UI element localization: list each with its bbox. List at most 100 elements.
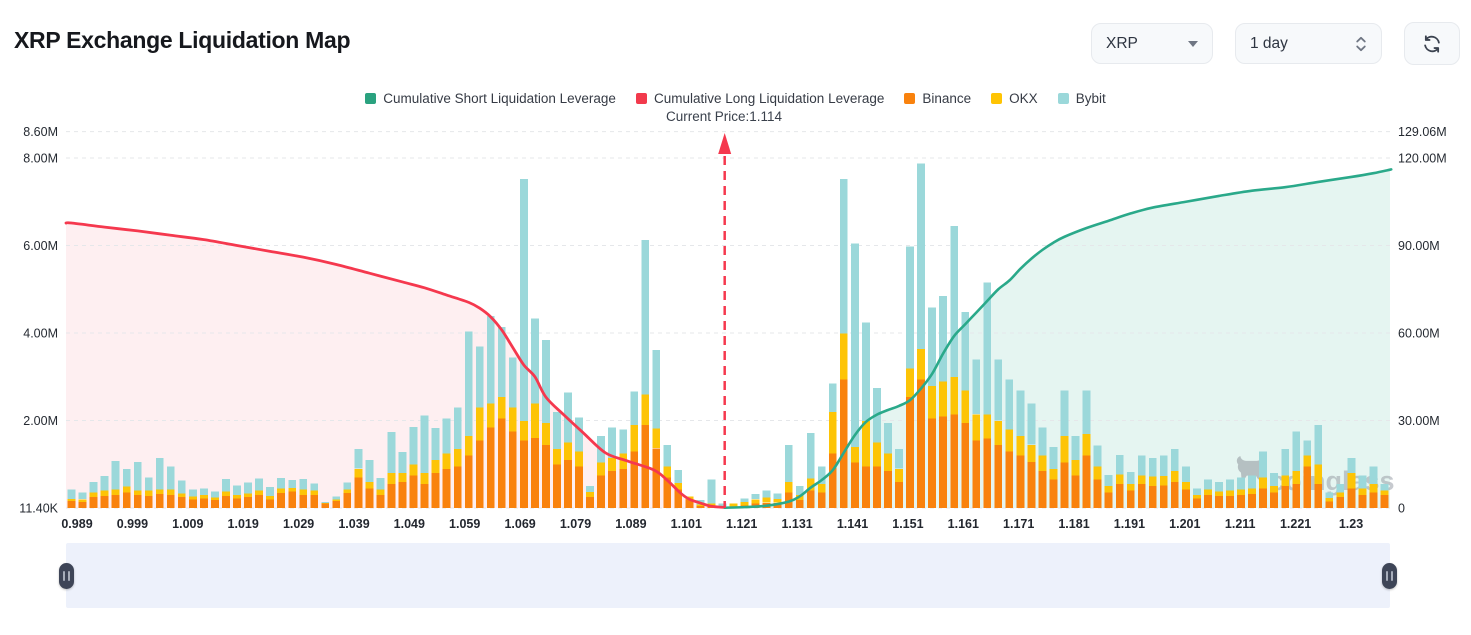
liquidation-bar-binance[interactable] <box>288 491 297 508</box>
liquidation-bar-binance[interactable] <box>453 466 462 508</box>
liquidation-bar-binance[interactable] <box>1347 488 1356 508</box>
liquidation-bar-okx[interactable] <box>641 394 650 426</box>
liquidation-bar-okx[interactable] <box>1292 470 1301 484</box>
liquidation-bar-okx[interactable] <box>1093 466 1102 480</box>
liquidation-bar-okx[interactable] <box>1303 455 1312 467</box>
liquidation-bar-okx[interactable] <box>1325 498 1334 502</box>
liquidation-bar-binance[interactable] <box>266 499 274 508</box>
liquidation-bar-okx[interactable] <box>564 442 572 460</box>
liquidation-bar-okx[interactable] <box>299 489 308 495</box>
liquidation-bar-binance[interactable] <box>564 460 572 508</box>
liquidation-bar-okx[interactable] <box>288 487 297 492</box>
liquidation-bar-binance[interactable] <box>906 396 914 508</box>
liquidation-bar-binance[interactable] <box>431 473 440 508</box>
liquidation-bar-binance[interactable] <box>939 416 947 508</box>
liquidation-bar-bybit[interactable] <box>1027 403 1036 445</box>
liquidation-bar-bybit[interactable] <box>553 412 561 450</box>
liquidation-bar-binance[interactable] <box>398 481 407 508</box>
liquidation-bar-binance[interactable] <box>928 418 936 508</box>
liquidation-bar-binance[interactable] <box>839 379 848 508</box>
liquidation-bar-okx[interactable] <box>652 428 661 449</box>
liquidation-bar-okx[interactable] <box>983 414 992 439</box>
liquidation-bar-binance[interactable] <box>387 484 396 508</box>
liquidation-bar-bybit[interactable] <box>277 477 285 489</box>
liquidation-bar-okx[interactable] <box>520 420 528 441</box>
liquidation-bar-okx[interactable] <box>1281 475 1290 487</box>
liquidation-bar-okx[interactable] <box>100 490 109 496</box>
refresh-button[interactable] <box>1404 22 1460 65</box>
liquidation-bar-okx[interactable] <box>1369 484 1378 493</box>
liquidation-bar-bybit[interactable] <box>1237 477 1245 490</box>
liquidation-bar-binance[interactable] <box>166 494 175 508</box>
liquidation-bar-bybit[interactable] <box>222 479 230 492</box>
liquidation-bar-okx[interactable] <box>1148 476 1157 487</box>
legend-item-okx[interactable]: OKX <box>991 91 1038 106</box>
liquidation-bar-binance[interactable] <box>277 492 285 508</box>
liquidation-bar-okx[interactable] <box>497 396 506 419</box>
liquidation-bar-okx[interactable] <box>862 420 870 467</box>
liquidation-bar-okx[interactable] <box>155 489 164 495</box>
liquidation-bar-binance[interactable] <box>111 494 120 508</box>
liquidation-bar-bybit[interactable] <box>310 483 319 491</box>
liquidation-bar-binance[interactable] <box>1049 479 1058 508</box>
liquidation-bar-bybit[interactable] <box>895 449 903 469</box>
liquidation-bar-okx[interactable] <box>1248 488 1256 495</box>
liquidation-bar-okx[interactable] <box>1358 488 1367 495</box>
liquidation-bar-binance[interactable] <box>1060 462 1069 508</box>
liquidation-bar-binance[interactable] <box>100 495 109 508</box>
liquidation-bar-okx[interactable] <box>972 414 981 441</box>
liquidation-bar-binance[interactable] <box>873 466 881 508</box>
liquidation-bar-okx[interactable] <box>365 481 374 489</box>
liquidation-bar-okx[interactable] <box>1060 436 1069 463</box>
liquidation-bar-bybit[interactable] <box>1204 479 1212 490</box>
liquidation-bar-binance[interactable] <box>608 470 616 508</box>
liquidation-bar-binance[interactable] <box>1259 488 1267 508</box>
legend-item-long-leverage[interactable]: Cumulative Long Liquidation Leverage <box>635 91 884 106</box>
legend-item-bybit[interactable]: Bybit <box>1057 91 1106 106</box>
liquidation-bar-bybit[interactable] <box>1314 425 1323 465</box>
liquidation-bar-bybit[interactable] <box>200 488 208 495</box>
liquidation-bar-okx[interactable] <box>277 488 285 493</box>
liquidation-bar-binance[interactable] <box>950 414 959 509</box>
liquidation-bar-okx[interactable] <box>939 381 947 417</box>
liquidation-bar-okx[interactable] <box>773 498 782 503</box>
liquidation-bar-binance[interactable] <box>685 499 694 508</box>
liquidation-bar-bybit[interactable] <box>398 452 407 474</box>
liquidation-bar-bybit[interactable] <box>244 482 252 494</box>
liquidation-bar-bybit[interactable] <box>189 489 197 497</box>
liquidation-bar-okx[interactable] <box>608 457 616 471</box>
liquidation-bar-binance[interactable] <box>133 494 142 508</box>
liquidation-bar-bybit[interactable] <box>950 225 959 378</box>
liquidation-bar-okx[interactable] <box>1038 455 1047 471</box>
liquidation-bar-okx[interactable] <box>696 504 705 506</box>
liquidation-bar-bybit[interactable] <box>928 307 936 386</box>
liquidation-bar-binance[interactable] <box>1148 486 1157 508</box>
liquidation-bar-bybit[interactable] <box>674 470 683 484</box>
liquidation-bar-okx[interactable] <box>729 503 738 507</box>
liquidation-bar-bybit[interactable] <box>1325 492 1334 498</box>
liquidation-bar-binance[interactable] <box>994 444 1003 508</box>
liquidation-bar-binance[interactable] <box>1093 479 1102 508</box>
liquidation-bar-binance[interactable] <box>619 468 628 508</box>
liquidation-bar-okx[interactable] <box>67 498 76 501</box>
liquidation-bar-bybit[interactable] <box>1336 484 1345 493</box>
liquidation-bar-bybit[interactable] <box>67 489 76 499</box>
liquidation-bar-bybit[interactable] <box>1016 390 1025 437</box>
liquidation-bar-binance[interactable] <box>177 497 186 508</box>
liquidation-bar-bybit[interactable] <box>1358 475 1367 489</box>
liquidation-bar-okx[interactable] <box>531 403 539 439</box>
liquidation-bar-bybit[interactable] <box>133 462 142 491</box>
liquidation-bar-bybit[interactable] <box>453 407 462 450</box>
liquidation-bar-okx[interactable] <box>1204 489 1212 495</box>
liquidation-bar-okx[interactable] <box>431 460 440 474</box>
liquidation-bar-binance[interactable] <box>475 440 484 508</box>
liquidation-bar-okx[interactable] <box>553 449 561 465</box>
liquidation-bar-bybit[interactable] <box>1170 449 1179 471</box>
liquidation-bar-binance[interactable] <box>189 499 197 508</box>
liquidation-bar-bybit[interactable] <box>1292 431 1301 471</box>
liquidation-bar-okx[interactable] <box>398 473 407 482</box>
liquidation-bar-bybit[interactable] <box>332 496 341 500</box>
liquidation-bar-binance[interactable] <box>696 505 705 508</box>
liquidation-bar-okx[interactable] <box>1347 473 1356 489</box>
